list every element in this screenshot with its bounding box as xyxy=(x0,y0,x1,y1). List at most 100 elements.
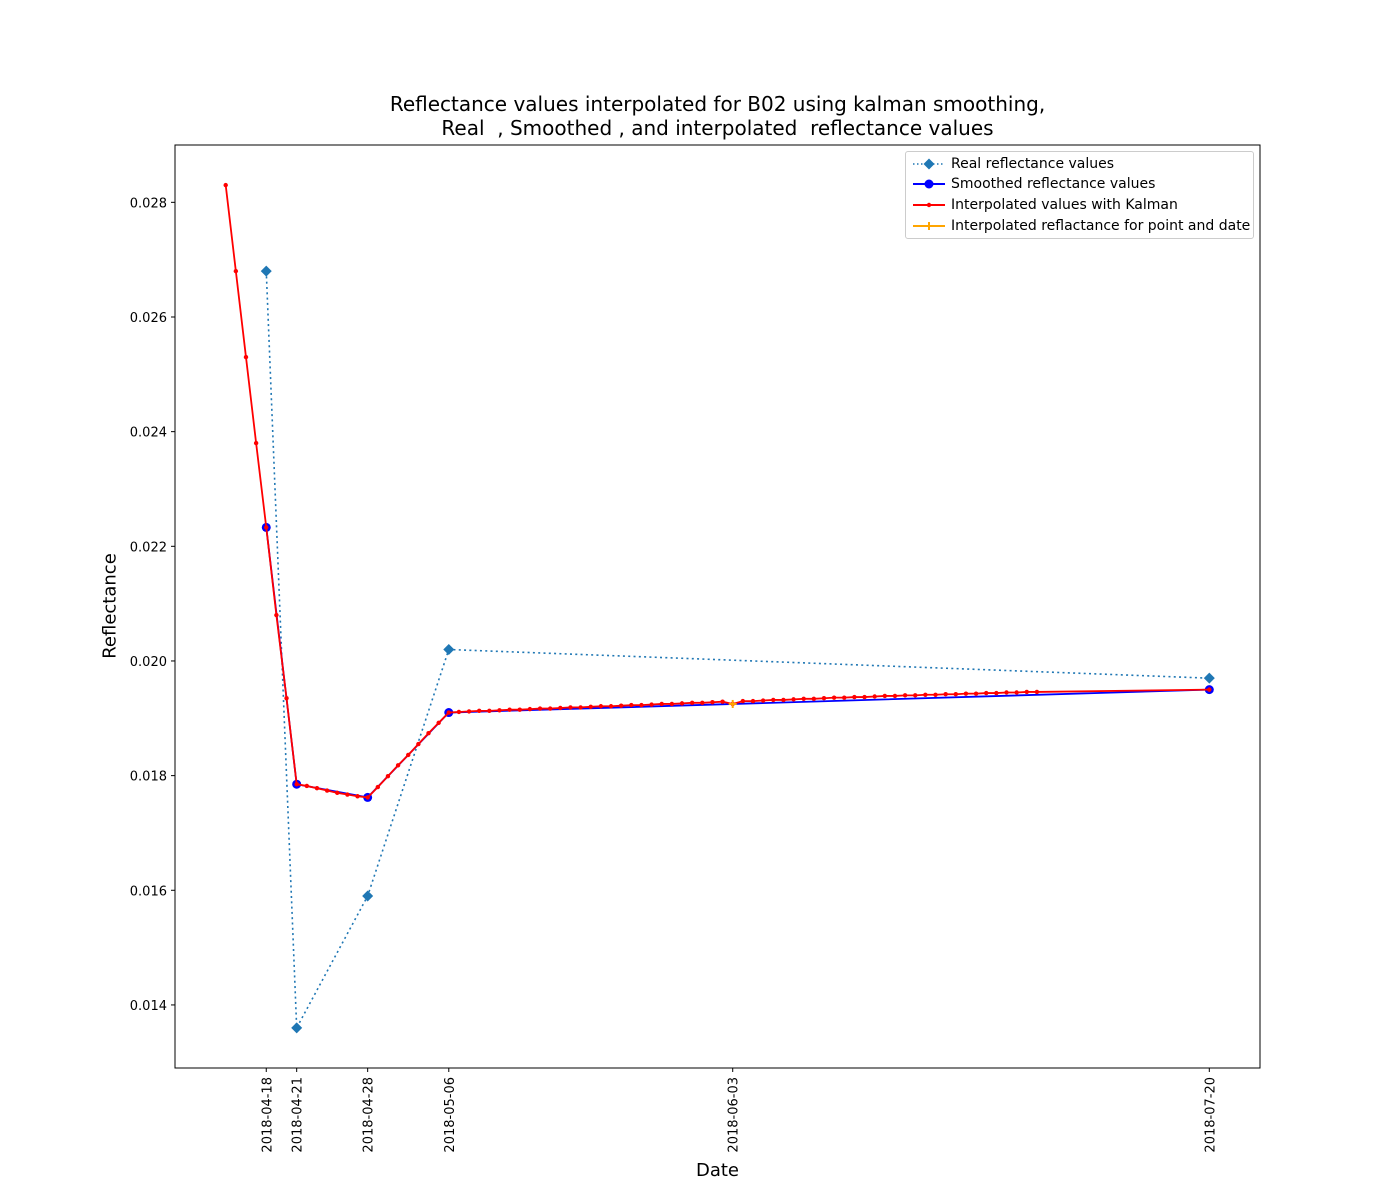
interpolated-point xyxy=(284,696,289,701)
interpolated-point xyxy=(416,741,421,747)
interpolated-point xyxy=(264,525,269,530)
interpolated-point xyxy=(852,694,857,700)
interpolated-point xyxy=(882,693,888,699)
interpolated-point xyxy=(335,790,340,796)
interpolated-point xyxy=(760,698,766,703)
interpolated-point xyxy=(801,696,806,701)
interpolated-point xyxy=(923,692,928,697)
interpolated-point xyxy=(233,268,239,274)
interpolated-point xyxy=(294,782,299,787)
interpolated-point xyxy=(304,783,310,789)
y-axis-label: Reflectance xyxy=(99,553,121,659)
interpolated-point xyxy=(771,697,776,703)
interpolated-point xyxy=(507,707,512,712)
interpolated-series-line xyxy=(224,185,1210,799)
y-tick-label: 0.026 xyxy=(130,311,167,326)
y-tick-label: 0.020 xyxy=(130,655,167,670)
axes-layer: 0.014 0.016 0.018 0.020 0.022 0.024 0.026 0.028… xyxy=(130,144,1261,1153)
interpolated-point xyxy=(872,694,877,699)
target-point xyxy=(728,699,737,708)
real-series-line xyxy=(265,271,1210,1031)
interpolated-point xyxy=(527,706,533,712)
interpolated-point xyxy=(588,704,593,710)
real-point xyxy=(1203,672,1215,684)
interpolated-point xyxy=(659,701,664,707)
legend-item-real: Real reflectance values xyxy=(906,154,1253,174)
interpolated-point xyxy=(781,697,786,703)
interpolated-point xyxy=(953,692,958,697)
interpolated-point xyxy=(223,182,228,188)
legend-label-point: Interpolated reflactance for point and d… xyxy=(951,218,1251,234)
interpolated-point xyxy=(243,354,249,360)
x-tick-label: 2018-07-20 xyxy=(1203,1077,1218,1153)
interpolated-point xyxy=(487,708,492,714)
legend-swatch-real xyxy=(913,158,945,170)
interpolated-point xyxy=(497,708,502,713)
interpolated-point xyxy=(973,691,979,696)
interpolated-point xyxy=(365,795,370,800)
interpolated-point xyxy=(456,709,462,715)
x-tick-label: 2018-04-18 xyxy=(260,1077,275,1153)
legend-swatch-smoothed xyxy=(913,179,945,189)
interpolated-point xyxy=(700,700,705,706)
real-point xyxy=(443,643,455,655)
legend-label-smoothed: Smoothed reflectance values xyxy=(951,176,1156,192)
interpolated-point xyxy=(537,706,543,711)
interpolated-point xyxy=(821,696,827,701)
y-tick-label: 0.016 xyxy=(130,884,167,899)
interpolated-point xyxy=(679,701,685,706)
legend-label-interpolated: Interpolated values with Kalman xyxy=(951,197,1178,213)
interpolated-point xyxy=(740,698,746,704)
interpolated-point xyxy=(1207,687,1212,692)
interpolated-point xyxy=(720,699,725,704)
interpolated-point xyxy=(963,691,969,696)
interpolated-point xyxy=(842,695,847,700)
interpolated-point xyxy=(913,693,918,698)
interpolated-point xyxy=(477,708,482,714)
interpolated-point xyxy=(649,702,654,707)
interpolated-point xyxy=(324,788,330,793)
real-point xyxy=(260,265,272,277)
y-tick-label: 0.018 xyxy=(130,770,167,785)
x-tick-label: 2018-04-21 xyxy=(291,1077,306,1153)
series-layer xyxy=(223,182,1215,1034)
interpolated-point xyxy=(558,705,563,711)
interpolated-point xyxy=(375,784,381,790)
y-tick-label: 0.028 xyxy=(130,196,167,211)
interpolated-point xyxy=(984,690,989,696)
interpolated-point xyxy=(517,707,522,712)
legend-swatch-point xyxy=(913,222,945,230)
interpolated-point xyxy=(618,703,624,708)
interpolated-point xyxy=(608,704,614,709)
interpolated-point xyxy=(862,694,867,700)
interpolated-point xyxy=(1004,690,1009,695)
interpolated-point xyxy=(791,697,796,702)
y-tick-label: 0.014 xyxy=(130,999,167,1014)
interpolated-point xyxy=(446,710,451,715)
interpolated-point xyxy=(274,612,279,618)
y-tick-label: 0.022 xyxy=(130,540,167,555)
chart-title-line-1: Reflectance values interpolated for B02 … xyxy=(389,92,1046,116)
interpolated-point xyxy=(994,690,999,696)
interpolated-point xyxy=(902,693,908,698)
interpolated-point xyxy=(1014,690,1019,695)
x-axis-label: Date xyxy=(695,1160,740,1181)
interpolated-point xyxy=(436,720,441,726)
interpolated-point xyxy=(547,706,553,711)
legend: Real reflectance values Smoothed reflect… xyxy=(905,151,1254,239)
interpolated-point xyxy=(811,696,817,701)
legend-label-real: Real reflectance values xyxy=(951,156,1115,172)
interpolated-point xyxy=(385,773,391,779)
legend-item-point: Interpolated reflactance for point and d… xyxy=(906,216,1253,236)
interpolated-point xyxy=(406,752,411,758)
x-tick-label: 2018-04-28 xyxy=(362,1077,377,1153)
legend-item-interpolated: Interpolated values with Kalman xyxy=(906,195,1253,215)
y-tick-label: 0.024 xyxy=(130,426,167,441)
interpolated-point xyxy=(831,695,837,700)
interpolated-point xyxy=(314,786,320,791)
interpolated-point xyxy=(253,440,259,446)
real-point xyxy=(362,890,374,902)
legend-item-smoothed: Smoothed reflectance values xyxy=(906,174,1253,194)
interpolated-point xyxy=(750,698,756,704)
